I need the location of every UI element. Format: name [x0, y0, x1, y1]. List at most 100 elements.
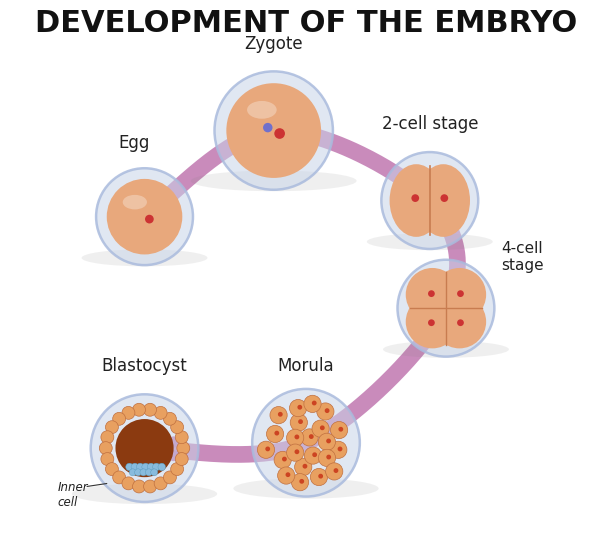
- Circle shape: [270, 406, 287, 424]
- Circle shape: [175, 431, 188, 444]
- Circle shape: [318, 449, 335, 466]
- Circle shape: [428, 291, 435, 297]
- Circle shape: [282, 457, 287, 461]
- Circle shape: [129, 469, 136, 476]
- Ellipse shape: [233, 478, 379, 499]
- Circle shape: [125, 463, 133, 471]
- Circle shape: [312, 400, 316, 405]
- Circle shape: [252, 389, 360, 497]
- Circle shape: [318, 474, 323, 479]
- Circle shape: [152, 463, 160, 471]
- Circle shape: [317, 403, 334, 420]
- Circle shape: [258, 441, 275, 458]
- Ellipse shape: [417, 164, 470, 237]
- Circle shape: [113, 471, 125, 484]
- Ellipse shape: [406, 268, 459, 321]
- Circle shape: [171, 421, 184, 434]
- Ellipse shape: [191, 170, 357, 192]
- Circle shape: [312, 452, 317, 457]
- Circle shape: [411, 194, 419, 202]
- Circle shape: [131, 463, 138, 471]
- Circle shape: [310, 469, 327, 486]
- Circle shape: [142, 463, 149, 471]
- Ellipse shape: [433, 295, 486, 348]
- Text: Zygote: Zygote: [244, 35, 303, 52]
- Circle shape: [309, 434, 314, 439]
- Circle shape: [101, 431, 114, 444]
- Circle shape: [163, 471, 176, 484]
- Circle shape: [326, 463, 343, 480]
- Ellipse shape: [72, 484, 217, 504]
- Circle shape: [330, 421, 348, 439]
- Circle shape: [135, 469, 141, 476]
- Circle shape: [428, 319, 435, 326]
- Circle shape: [101, 453, 114, 465]
- Circle shape: [302, 464, 307, 469]
- Circle shape: [266, 446, 270, 451]
- Circle shape: [457, 319, 464, 326]
- Circle shape: [299, 479, 304, 484]
- Circle shape: [398, 260, 494, 357]
- Circle shape: [133, 403, 146, 416]
- Circle shape: [278, 412, 283, 417]
- Circle shape: [99, 441, 112, 454]
- Ellipse shape: [81, 249, 207, 266]
- Circle shape: [326, 439, 331, 444]
- Circle shape: [154, 477, 167, 490]
- Circle shape: [286, 444, 304, 461]
- Circle shape: [113, 412, 125, 425]
- Text: DEVELOPMENT OF THE EMBRYO: DEVELOPMENT OF THE EMBRYO: [35, 9, 577, 38]
- Circle shape: [441, 194, 448, 202]
- Text: 2-cell stage: 2-cell stage: [381, 115, 478, 133]
- Circle shape: [144, 480, 157, 493]
- Circle shape: [325, 408, 329, 413]
- Circle shape: [122, 477, 135, 490]
- Circle shape: [266, 425, 284, 443]
- Ellipse shape: [367, 233, 493, 250]
- Circle shape: [326, 454, 331, 459]
- Circle shape: [301, 429, 318, 446]
- Circle shape: [214, 71, 333, 190]
- Circle shape: [154, 406, 167, 419]
- Circle shape: [278, 467, 295, 484]
- Circle shape: [274, 128, 285, 139]
- Circle shape: [318, 433, 335, 451]
- Circle shape: [289, 399, 307, 417]
- Circle shape: [105, 421, 118, 434]
- Circle shape: [381, 152, 478, 249]
- Circle shape: [286, 472, 290, 477]
- Circle shape: [133, 480, 146, 493]
- Text: Morula: Morula: [278, 358, 334, 375]
- Text: Blastocyst: Blastocyst: [102, 358, 187, 375]
- Circle shape: [312, 420, 329, 437]
- Ellipse shape: [383, 341, 509, 358]
- Circle shape: [457, 291, 464, 297]
- Circle shape: [140, 469, 147, 476]
- Circle shape: [294, 450, 299, 454]
- Circle shape: [144, 403, 157, 416]
- Text: 4-cell
stage: 4-cell stage: [501, 241, 543, 273]
- Circle shape: [304, 395, 321, 412]
- Ellipse shape: [390, 164, 443, 237]
- Circle shape: [175, 453, 188, 465]
- Circle shape: [274, 431, 279, 436]
- Circle shape: [106, 179, 182, 254]
- Circle shape: [105, 463, 118, 476]
- Circle shape: [116, 419, 174, 477]
- Ellipse shape: [433, 268, 486, 321]
- Circle shape: [290, 414, 307, 431]
- Text: Egg: Egg: [118, 134, 149, 152]
- Circle shape: [263, 123, 272, 133]
- Circle shape: [171, 463, 184, 476]
- Circle shape: [294, 434, 299, 439]
- Circle shape: [297, 405, 302, 410]
- Circle shape: [298, 419, 303, 424]
- Circle shape: [304, 447, 321, 464]
- Circle shape: [286, 429, 304, 446]
- Circle shape: [320, 425, 325, 430]
- Text: Inner
cell: Inner cell: [58, 481, 88, 510]
- Circle shape: [151, 469, 158, 476]
- Circle shape: [163, 412, 176, 425]
- Circle shape: [147, 463, 155, 471]
- Circle shape: [158, 463, 165, 471]
